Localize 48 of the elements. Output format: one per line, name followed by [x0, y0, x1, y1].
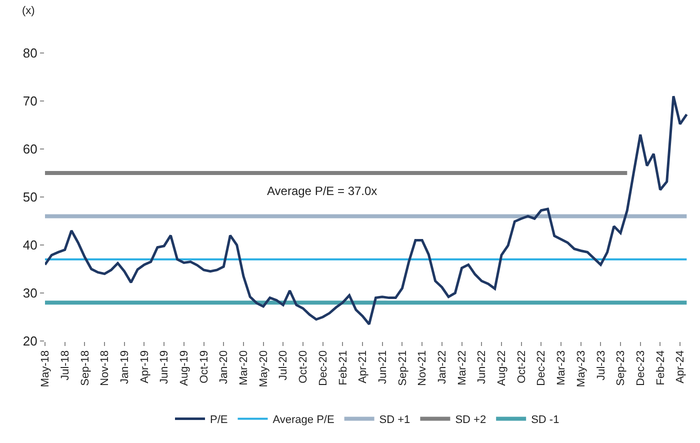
x-tick-label: Mar-23 — [556, 350, 568, 386]
x-tick-label: Jul-23 — [595, 350, 608, 380]
y-tick-label: 40 — [22, 238, 38, 253]
x-tick-label: May-18 — [40, 350, 52, 388]
x-tick-label: Jan-22 — [436, 350, 448, 384]
x-tick-label: Dec-23 — [634, 350, 647, 386]
x-tick-label: Sep-21 — [396, 350, 409, 386]
x-tick-label: Jun-22 — [476, 350, 488, 384]
legend-label: SD +2 — [455, 414, 486, 426]
y-tick-label: 80 — [22, 46, 38, 61]
x-tick-label: Sep-23 — [615, 350, 628, 386]
x-tick-label: Jul-20 — [278, 350, 290, 380]
y-tick-label: 50 — [22, 190, 38, 205]
x-tick-label: May-20 — [258, 350, 270, 388]
x-tick-label: Feb-24 — [654, 350, 667, 386]
x-tick-label: Feb-21 — [337, 350, 350, 386]
x-tick-label: Apr-21 — [357, 350, 370, 384]
x-tick-label: Jun-21 — [376, 350, 389, 384]
legend-label: SD +1 — [379, 414, 410, 426]
legend-label: Average P/E — [272, 414, 334, 426]
x-tick-label: Nov-21 — [416, 350, 429, 386]
x-tick-label: Jan-20 — [218, 350, 230, 384]
x-tick-label: Aug-19 — [178, 350, 190, 386]
x-tick-label: Dec-22 — [536, 350, 548, 386]
x-tick-label: Mar-22 — [456, 350, 468, 386]
x-tick-label: Mar-20 — [238, 350, 250, 386]
y-tick-label: 20 — [22, 334, 38, 349]
annotation: Average P/E = 37.0x — [267, 184, 378, 198]
x-tick-label: Jan-19 — [118, 350, 131, 384]
x-tick-label: Aug-22 — [496, 350, 508, 386]
x-tick-label: Sep-18 — [79, 350, 92, 386]
y-tick-label: 60 — [22, 142, 38, 157]
x-tick-label: Apr-19 — [138, 350, 151, 384]
legend-label: SD -1 — [531, 414, 560, 426]
y-tick-label: 30 — [22, 286, 38, 301]
x-tick-label: Oct-22 — [516, 350, 528, 384]
legend-label: P/E — [210, 414, 228, 426]
x-tick-label: May-23 — [575, 350, 588, 388]
y-tick-label: 70 — [22, 94, 38, 109]
x-tick-label: Apr-24 — [674, 350, 687, 384]
x-tick-label: Jul-18 — [59, 350, 72, 380]
x-tick-label: Nov-18 — [99, 350, 112, 386]
x-tick-label: Oct-19 — [198, 350, 210, 384]
x-tick-label: Jun-19 — [158, 350, 171, 384]
y-axis-title: (x) — [22, 5, 35, 17]
x-tick-label: Dec-20 — [317, 350, 330, 386]
line-series — [45, 94, 688, 326]
x-tick-label: Oct-20 — [298, 350, 310, 384]
